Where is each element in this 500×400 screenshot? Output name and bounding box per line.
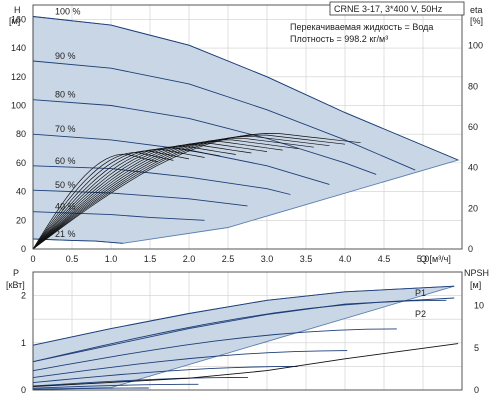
npsh-axis-unit: [м] (470, 280, 481, 290)
axes (32, 4, 463, 391)
h-tick-label: 20 (16, 215, 26, 225)
efficiency-curve (32, 133, 361, 250)
h-tick-label: 0 (21, 244, 26, 254)
eta-tick-label: 0 (468, 244, 473, 254)
x-tick-label: 4.5 (378, 254, 391, 264)
tick-labels: 0 0.5 1.0 1.5 2.0 2.5 3.0 3.5 4.0 4.5 5.0020406080… (11, 14, 484, 395)
efficiency-curve (32, 136, 330, 250)
h-tick-label: 40 (16, 187, 26, 197)
efficiency-curve (32, 150, 190, 250)
h-tick-label: 60 (16, 158, 26, 168)
power-curve-p2 (32, 297, 455, 363)
power-curve-partial (32, 350, 348, 379)
eta-tick-label: 20 (468, 203, 478, 213)
efficiency-curves (32, 133, 361, 250)
lower-plot-frame (32, 271, 463, 391)
x-tick-label: 1.5 (144, 254, 157, 264)
efficiency-curve (32, 149, 205, 250)
speed-label: 90 % (55, 51, 76, 61)
eta-tick-label: 60 (468, 122, 478, 132)
x-tick-label: 3.0 (261, 254, 274, 264)
x-tick-label: 2.0 (183, 254, 196, 264)
h-tick-label: 120 (11, 72, 26, 82)
efficiency-curve (32, 141, 283, 250)
npsh-axis-label: NPSH (464, 268, 489, 278)
speed-curve (32, 133, 330, 185)
eta-axis-label: eta (470, 5, 483, 15)
efficiency-curve (32, 144, 252, 250)
speed-curve (32, 238, 123, 244)
npsh-tick-label: 5 (474, 343, 479, 353)
efficiency-curve (32, 142, 268, 250)
p-tick-label: 0 (21, 385, 26, 395)
x-tick-label: 0 (30, 254, 35, 264)
h-tick-label: 80 (16, 129, 26, 139)
speed-curve (32, 165, 291, 195)
power-curve-partial (32, 383, 199, 389)
speed-label: 100 % (55, 7, 81, 17)
x-tick-label: 0.5 (66, 254, 79, 264)
q-axis-label: Q [м³/ч] (420, 254, 451, 264)
npsh-tick-label: 0 (474, 385, 479, 395)
h-tick-label: 140 (11, 43, 26, 53)
speed-curves (32, 16, 459, 244)
x-tick-label: 2.5 (222, 254, 235, 264)
npsh-curve (32, 343, 459, 388)
speed-label: 40 % (55, 202, 76, 212)
legend-p1: P1 (415, 288, 426, 298)
operating-region (32, 15, 460, 244)
h-tick-label: 100 (11, 100, 26, 110)
info-title-box (329, 1, 465, 16)
speed-labels: 100 % 90 % 80 % 70 % 60 % 50 % 40 % 21 % (55, 7, 81, 240)
speed-label: 21 % (55, 229, 76, 239)
p-tick-label: 1 (21, 338, 26, 348)
power-curve-partial (32, 387, 149, 390)
efficiency-curve (32, 145, 236, 250)
npsh-tick-label: 10 (474, 301, 484, 311)
p-axis-label: P (13, 268, 19, 278)
power-curve-p1 (32, 285, 455, 346)
speed-curve (32, 16, 459, 161)
power-curve-partial (32, 376, 249, 387)
speed-curve (32, 99, 377, 175)
speed-curve (32, 189, 248, 207)
x-tick-label: 1.0 (105, 254, 118, 264)
speed-curve (32, 60, 416, 171)
speed-label: 60 % (55, 156, 76, 166)
power-curve-partial (32, 366, 298, 384)
legend-p2: P2 (415, 309, 426, 319)
operating-region-fill (32, 15, 460, 244)
eta-axis-unit: [%] (470, 16, 483, 26)
speed-curve (32, 211, 205, 221)
speed-label: 50 % (55, 180, 76, 190)
h-axis-label: H (14, 5, 21, 15)
speed-label: 80 % (55, 90, 76, 100)
p-tick-label: 2 (21, 291, 26, 301)
upper-plot-frame (32, 4, 463, 250)
p-axis-unit: [кВт] (6, 280, 25, 290)
h-axis-unit: [м] (9, 16, 20, 26)
efficiency-curve (32, 152, 174, 250)
efficiency-curve (32, 147, 221, 250)
chart-title: CRNE 3-17, 3*400 V, 50Hz (334, 4, 443, 14)
efficiency-curve (32, 153, 158, 250)
power-curve-partial (32, 328, 397, 372)
efficiency-curve (32, 134, 346, 250)
eta-tick-label: 40 (468, 163, 478, 173)
efficiency-curve (32, 139, 299, 250)
eta-tick-label: 100 (468, 41, 483, 51)
info-density: Плотность = 998.2 кг/м³ (290, 34, 388, 44)
eta-tick-label: 80 (468, 81, 478, 91)
x-tick-label: 4.0 (339, 254, 352, 264)
h-tick-label: 160 (11, 14, 26, 24)
efficiency-curve (32, 137, 314, 250)
x-tick-label: 5.0 (417, 254, 430, 264)
x-tick-label: 3.5 (300, 254, 313, 264)
info-fluid: Перекачиваемая жидкость = Вода (290, 22, 433, 32)
power-curves (32, 285, 459, 390)
speed-label: 70 % (55, 124, 76, 134)
